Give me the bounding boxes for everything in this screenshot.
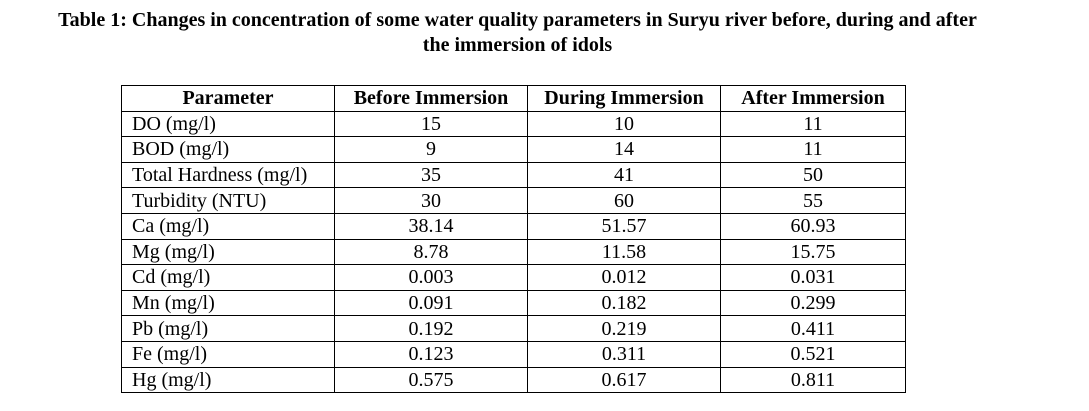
before-immersion-cell: 0.123	[334, 340, 528, 368]
during-immersion-cell: 0.182	[527, 289, 721, 317]
parameter-cell: Mg (mg/l)	[121, 238, 335, 266]
table-row: Mn (mg/l) 0.091 0.182 0.299	[121, 289, 906, 317]
table-row: DO (mg/l) 15 10 11	[121, 110, 906, 138]
after-immersion-cell: 11	[720, 136, 906, 163]
before-immersion-cell: 38.14	[334, 212, 528, 240]
during-immersion-cell: 0.617	[527, 366, 721, 394]
during-immersion-cell: 14	[527, 136, 721, 163]
table-row: Cd (mg/l) 0.003 0.012 0.031	[121, 264, 906, 291]
after-immersion-cell: 60.93	[720, 212, 906, 240]
parameter-cell: Fe (mg/l)	[121, 340, 335, 368]
table-row: Ca (mg/l) 38.14 51.57 60.93	[121, 212, 906, 240]
water-quality-table: Parameter Before Immersion During Immers…	[121, 85, 906, 394]
header-during-immersion: During Immersion	[527, 85, 721, 112]
caption-line-1: Table 1: Changes in concentration of som…	[58, 9, 977, 31]
during-immersion-cell: 51.57	[527, 212, 721, 240]
during-immersion-cell: 0.012	[527, 264, 721, 291]
during-immersion-cell: 41	[527, 161, 721, 189]
table-body: DO (mg/l) 15 10 11 BOD (mg/l) 9 14 11 Total Hard…	[121, 110, 906, 394]
parameter-cell: Mn (mg/l)	[121, 289, 335, 317]
parameter-cell: Total Hardness (mg/l)	[121, 161, 335, 189]
parameter-cell: BOD (mg/l)	[121, 136, 335, 163]
before-immersion-cell: 9	[334, 136, 528, 163]
before-immersion-cell: 0.192	[334, 315, 528, 342]
before-immersion-cell: 35	[334, 161, 528, 189]
before-immersion-cell: 30	[334, 187, 528, 214]
during-immersion-cell: 0.219	[527, 315, 721, 342]
after-immersion-cell: 0.811	[720, 366, 906, 394]
before-immersion-cell: 0.091	[334, 289, 528, 317]
after-immersion-cell: 0.521	[720, 340, 906, 368]
table-row: Mg (mg/l) 8.78 11.58 15.75	[121, 238, 906, 266]
after-immersion-cell: 0.299	[720, 289, 906, 317]
header-after-immersion: After Immersion	[720, 85, 906, 112]
before-immersion-cell: 15	[334, 110, 528, 138]
header-before-immersion: Before Immersion	[334, 85, 528, 112]
parameter-cell: Pb (mg/l)	[121, 315, 335, 342]
table-row: BOD (mg/l) 9 14 11	[121, 136, 906, 163]
after-immersion-cell: 15.75	[720, 238, 906, 266]
after-immersion-cell: 55	[720, 187, 906, 214]
parameter-cell: DO (mg/l)	[121, 110, 335, 138]
before-immersion-cell: 8.78	[334, 238, 528, 266]
during-immersion-cell: 0.311	[527, 340, 721, 368]
table-row: Turbidity (NTU) 30 60 55	[121, 187, 906, 214]
after-immersion-cell: 50	[720, 161, 906, 189]
after-immersion-cell: 0.411	[720, 315, 906, 342]
table-row: Total Hardness (mg/l) 35 41 50	[121, 161, 906, 189]
header-row: Parameter Before Immersion During Immers…	[121, 85, 906, 112]
parameter-cell: Hg (mg/l)	[121, 366, 335, 394]
after-immersion-cell: 11	[720, 110, 906, 138]
parameter-cell: Cd (mg/l)	[121, 264, 335, 291]
header-parameter: Parameter	[121, 85, 335, 112]
table-row: Fe (mg/l) 0.123 0.311 0.521	[121, 340, 906, 368]
table-row: Hg (mg/l) 0.575 0.617 0.811	[121, 366, 906, 394]
parameter-cell: Ca (mg/l)	[121, 212, 335, 240]
during-immersion-cell: 10	[527, 110, 721, 138]
parameter-cell: Turbidity (NTU)	[121, 187, 335, 214]
caption-line-2: the immersion of idols	[422, 34, 613, 56]
before-immersion-cell: 0.003	[334, 264, 528, 291]
before-immersion-cell: 0.575	[334, 366, 528, 394]
table-row: Pb (mg/l) 0.192 0.219 0.411	[121, 315, 906, 342]
during-immersion-cell: 60	[527, 187, 721, 214]
during-immersion-cell: 11.58	[527, 238, 721, 266]
after-immersion-cell: 0.031	[720, 264, 906, 291]
table-caption: Table 1: Changes in concentration of som…	[0, 8, 1035, 58]
